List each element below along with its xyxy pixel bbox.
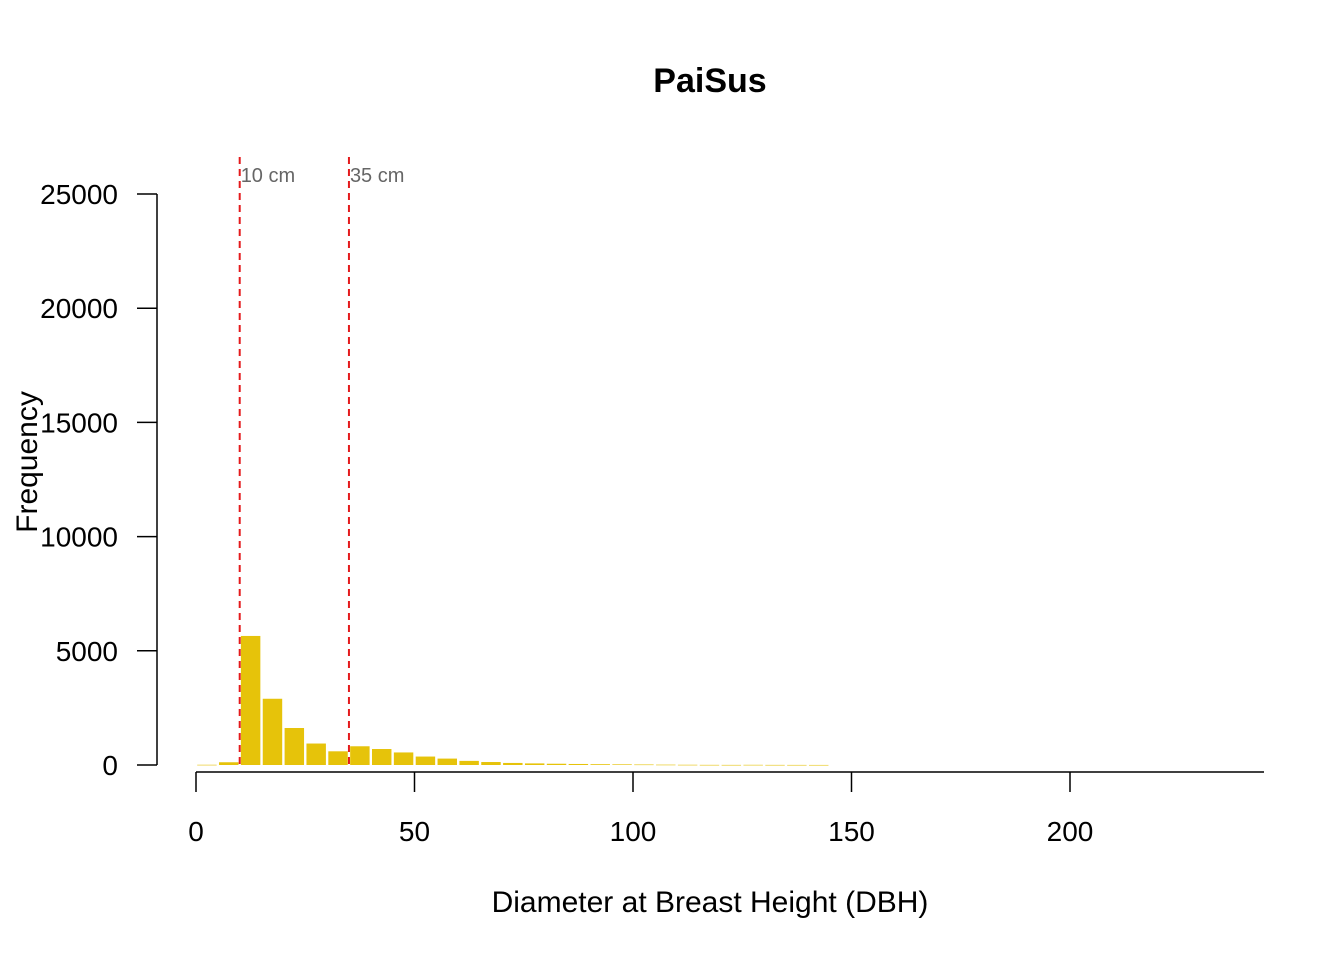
histogram-bar — [437, 758, 457, 765]
histogram-bar — [393, 752, 414, 765]
histogram-bar — [568, 763, 589, 765]
histogram-bar — [481, 762, 501, 765]
x-tick-label: 100 — [610, 816, 657, 847]
histogram-bar — [415, 756, 436, 765]
histogram-bar — [677, 764, 698, 766]
x-tick-label: 50 — [399, 816, 430, 847]
histogram-bar — [721, 764, 742, 766]
y-axis-label: Frequency — [11, 391, 44, 533]
histogram-bar — [262, 698, 283, 765]
y-tick-label: 0 — [102, 750, 118, 781]
histogram-bar — [284, 728, 305, 765]
histogram-bar — [787, 764, 807, 766]
reference-lines-group: 10 cm 35 cm — [238, 157, 404, 765]
x-axis-label: Diameter at Breast Height (DBH) — [492, 886, 929, 919]
y-tick-label: 10000 — [40, 522, 118, 553]
y-tick-label: 25000 — [40, 179, 118, 210]
histogram-bar — [240, 635, 261, 765]
histogram-bar — [590, 764, 610, 765]
x-axis: 0 50 100 150 200 — [188, 771, 1264, 847]
histogram-bar — [612, 764, 632, 765]
x-tick-label: 150 — [828, 816, 875, 847]
y-tick-label: 15000 — [40, 407, 118, 438]
histogram-bar — [459, 760, 479, 765]
histogram-bar — [306, 743, 326, 765]
histogram-bar — [743, 764, 763, 766]
histogram-bar — [328, 751, 348, 765]
x-tick-label: 200 — [1047, 816, 1094, 847]
y-axis: 0 5000 10000 15000 20000 25000 — [40, 179, 158, 781]
histogram-bar — [656, 764, 676, 766]
bars-group — [197, 635, 829, 766]
x-tick-label: 0 — [188, 816, 204, 847]
histogram-bar — [546, 763, 567, 765]
chart-title: PaiSus — [653, 62, 766, 100]
histogram-bar — [503, 762, 523, 765]
histogram-bar — [219, 762, 239, 765]
histogram-bar — [809, 764, 829, 766]
histogram-bar — [197, 764, 217, 766]
histogram-bar — [350, 746, 370, 765]
reference-line-label: 10 cm — [241, 165, 295, 187]
histogram-bar — [524, 763, 545, 765]
histogram-bar — [372, 749, 392, 765]
y-tick-label: 20000 — [40, 293, 118, 324]
y-tick-label: 5000 — [56, 636, 118, 667]
histogram-bar — [765, 764, 785, 766]
reference-line-label: 35 cm — [350, 165, 404, 187]
histogram-bar — [634, 764, 654, 766]
histogram-bar — [699, 764, 720, 766]
